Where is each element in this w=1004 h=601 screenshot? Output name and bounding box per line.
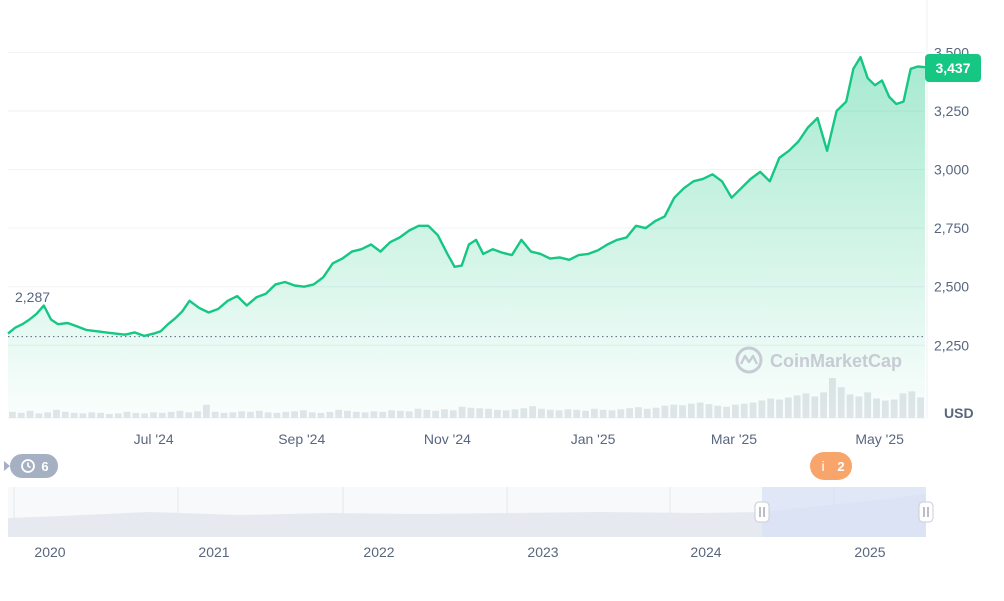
x-tick-label: Jan '25 (571, 431, 616, 447)
navigator-year-labels: 2020 2021 2022 2023 2024 2025 (34, 544, 885, 560)
x-tick-label: Mar '25 (711, 431, 757, 447)
navigator-area (8, 494, 926, 537)
info-icon: i (821, 458, 824, 474)
navigator-left-handle[interactable] (754, 501, 770, 523)
reference-price-label: 2,287 (15, 289, 50, 305)
navigator-year-label: 2020 (34, 544, 65, 560)
y-tick-label: 2,500 (934, 279, 969, 295)
navigator-year-label: 2025 (854, 544, 885, 560)
navigator-year-label: 2021 (198, 544, 229, 560)
price-area-fill (8, 57, 925, 418)
info-event-count: 2 (837, 459, 844, 474)
current-price-tag: 3,437 (925, 54, 981, 82)
watermark-text: CoinMarketCap (770, 351, 902, 371)
watermark-logo: CoinMarketCap (735, 346, 902, 374)
history-icon (21, 459, 35, 473)
y-axis-unit-label: USD (944, 405, 974, 421)
x-axis-ticks: Jul '24 Sep '24 Nov '24 Jan '25 Mar '25 May '… (134, 431, 904, 447)
navigator-right-handle[interactable] (918, 501, 934, 523)
x-tick-label: Nov '24 (424, 431, 471, 447)
current-price-label: 3,437 (935, 60, 970, 76)
x-tick-label: Sep '24 (278, 431, 325, 447)
range-navigator[interactable]: 2020 2021 2022 2023 2024 2025 (8, 487, 934, 560)
navigator-year-label: 2022 (363, 544, 394, 560)
x-tick-label: May '25 (855, 431, 904, 447)
y-tick-label: 3,000 (934, 162, 969, 178)
y-tick-label: 2,750 (934, 220, 969, 236)
event-badge-info[interactable]: i 2 (810, 452, 852, 480)
history-event-count: 6 (41, 459, 48, 474)
navigator-year-label: 2023 (527, 544, 558, 560)
y-tick-label: 2,250 (934, 337, 969, 353)
y-tick-label: 3,250 (934, 103, 969, 119)
price-line[interactable] (7, 55, 926, 338)
event-badge-history[interactable]: 6 (4, 454, 58, 478)
x-tick-label: Jul '24 (134, 431, 174, 447)
navigator-year-label: 2024 (690, 544, 721, 560)
navigator-selection[interactable] (762, 487, 926, 537)
